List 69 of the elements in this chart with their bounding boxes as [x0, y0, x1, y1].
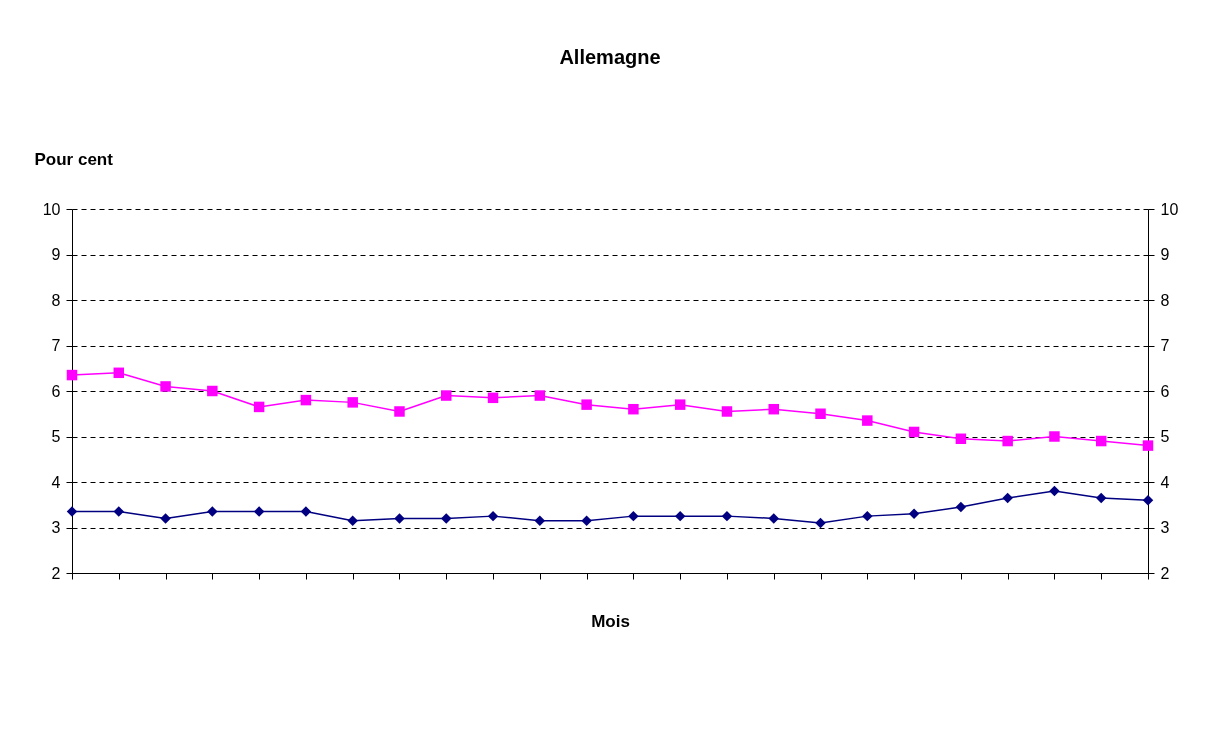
- point: [1002, 435, 1013, 447]
- point: [862, 510, 873, 522]
- point: [487, 392, 499, 404]
- y2-tick-label: 9: [1160, 246, 1170, 263]
- point: [66, 369, 78, 381]
- point: [1095, 492, 1107, 504]
- y-tick-label: 2: [51, 564, 61, 582]
- point: [347, 515, 358, 526]
- point: [815, 517, 826, 529]
- point: [955, 433, 967, 445]
- point: [160, 513, 171, 524]
- point: [955, 501, 967, 513]
- point: [207, 506, 218, 517]
- point: [66, 506, 78, 517]
- y2-tick-label: 7: [1160, 337, 1170, 354]
- point: [534, 515, 546, 526]
- point: [534, 390, 546, 401]
- point: [1095, 435, 1107, 447]
- point: [300, 394, 312, 406]
- y-tick-label: 10: [42, 200, 61, 218]
- point: [908, 508, 920, 520]
- point: [487, 510, 499, 522]
- point: [441, 390, 452, 401]
- point: [721, 510, 733, 522]
- y-tick-label: 7: [51, 337, 61, 354]
- y2-tick-label: 2: [1160, 564, 1170, 582]
- point: [768, 513, 779, 524]
- point: [768, 403, 779, 415]
- point: [347, 397, 358, 408]
- y2-tick-label: 10: [1160, 200, 1179, 218]
- y-tick-label: 5: [51, 428, 61, 445]
- y2-tick-label: 3: [1160, 519, 1170, 536]
- point: [207, 385, 218, 397]
- point: [1049, 431, 1060, 442]
- point: [113, 367, 125, 379]
- y2-tick-label: 5: [1160, 428, 1170, 445]
- point: [581, 515, 592, 526]
- point: [441, 513, 452, 524]
- point: [300, 506, 312, 517]
- x-axis-title: Mois: [591, 611, 630, 631]
- point: [160, 381, 171, 392]
- point: [1002, 492, 1013, 504]
- y-tick-label: 3: [51, 519, 61, 536]
- point: [253, 401, 265, 413]
- point: [628, 510, 639, 522]
- point: [862, 415, 873, 426]
- chart-title: Allemagne: [559, 46, 661, 68]
- point: [721, 406, 733, 417]
- point: [628, 403, 639, 415]
- y2-tick-label: 6: [1160, 382, 1170, 400]
- point: [815, 408, 826, 419]
- y-tick-label: 8: [51, 291, 61, 309]
- point: [1142, 440, 1154, 451]
- point: [908, 426, 920, 438]
- y-tick-label: 6: [51, 382, 61, 400]
- y-axis-title: Pour cent: [34, 149, 114, 169]
- y2-tick-label: 8: [1160, 291, 1170, 309]
- point: [674, 399, 686, 410]
- point: [1142, 494, 1154, 506]
- point: [253, 506, 265, 517]
- point: [394, 513, 405, 524]
- point: [113, 506, 125, 517]
- y-tick-label: 4: [51, 473, 61, 491]
- y2-tick-label: 4: [1160, 473, 1170, 491]
- point: [674, 510, 686, 522]
- point: [581, 399, 592, 410]
- point: [1049, 485, 1060, 497]
- y-tick-label: 9: [51, 246, 61, 263]
- point: [394, 406, 405, 417]
